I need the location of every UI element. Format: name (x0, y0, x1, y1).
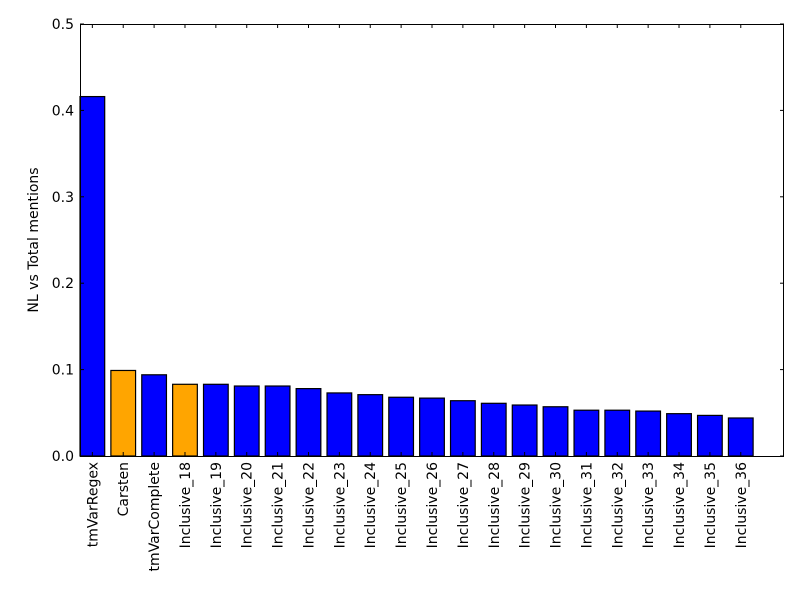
bar-Inclusive_19 (202, 383, 229, 457)
y-tick-label: 0.3 (52, 190, 74, 206)
bar-Inclusive_28 (480, 402, 507, 457)
x-tick-label: tmVarRegex (85, 462, 101, 547)
y-tick-label: 0.0 (52, 449, 74, 465)
bar-Inclusive_23 (326, 392, 353, 457)
bar-tmVarRegex (79, 95, 106, 457)
bar-Inclusive_18 (172, 383, 198, 457)
x-tick-label: Inclusive_35 (703, 462, 719, 548)
y-tick-label: 0.5 (52, 17, 74, 33)
bar-Inclusive_36 (727, 417, 754, 457)
x-tick-label: Carsten (116, 462, 132, 516)
bar-Inclusive_35 (696, 414, 723, 457)
x-tick-label: Inclusive_19 (209, 462, 225, 548)
x-tick-label: tmVarComplete (147, 462, 163, 571)
bar-Inclusive_31 (573, 409, 600, 457)
bar-Inclusive_29 (511, 404, 538, 457)
bar-Inclusive_30 (542, 406, 569, 457)
x-tick-label: Inclusive_23 (332, 462, 348, 548)
bar-Inclusive_21 (264, 385, 291, 457)
x-tick-label: Inclusive_33 (641, 462, 657, 548)
bar-Carsten (110, 369, 137, 457)
bar-tmVarComplete (141, 374, 168, 457)
bar-Inclusive_24 (357, 394, 384, 457)
x-tick-label: Inclusive_27 (456, 462, 472, 548)
bar-Inclusive_26 (419, 397, 445, 457)
x-tick-label: Inclusive_36 (734, 462, 750, 548)
x-tick-label: Inclusive_34 (672, 462, 688, 548)
bar-Inclusive_33 (635, 410, 662, 457)
bar-Inclusive_20 (233, 385, 260, 457)
bar-Inclusive_22 (295, 388, 322, 457)
bar-Inclusive_32 (604, 409, 631, 457)
bar-Inclusive_27 (449, 400, 476, 457)
y-axis-label: NL vs Total mentions (26, 167, 42, 312)
x-tick-label: Inclusive_21 (271, 462, 287, 548)
x-tick-label: Inclusive_24 (363, 462, 379, 548)
bar-Inclusive_34 (666, 413, 692, 457)
x-tick-label: Inclusive_22 (301, 462, 317, 548)
x-tick-label: Inclusive_32 (610, 462, 626, 548)
x-tick-label: Inclusive_28 (487, 462, 503, 548)
x-tick-label: Inclusive_26 (425, 462, 441, 548)
y-tick-label: 0.4 (52, 103, 74, 119)
y-tick-label: 0.2 (52, 276, 74, 292)
x-tick-label: Inclusive_20 (240, 462, 256, 548)
x-tick-label: Inclusive_31 (579, 462, 595, 548)
x-tick-label: Inclusive_25 (394, 462, 410, 548)
bar-Inclusive_25 (388, 396, 415, 457)
x-tick-label: Inclusive_18 (178, 462, 194, 548)
y-tick-label: 0.1 (52, 363, 74, 379)
x-tick-label: Inclusive_30 (549, 462, 565, 548)
x-tick-label: Inclusive_29 (518, 462, 534, 548)
